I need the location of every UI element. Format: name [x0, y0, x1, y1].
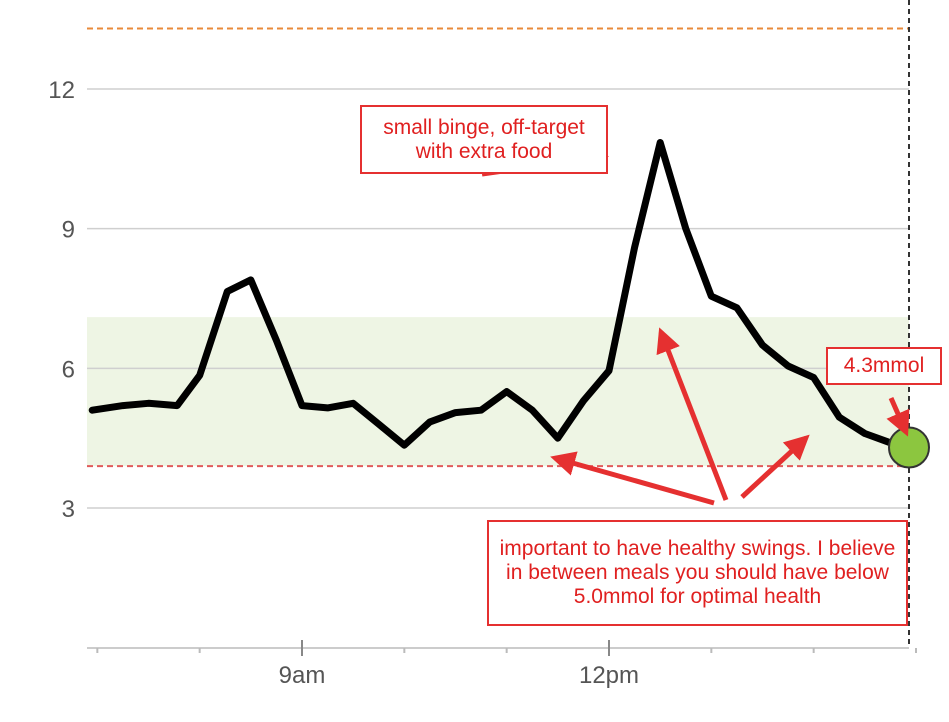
arrow-swing-low	[550, 451, 715, 506]
arrow-current	[886, 396, 910, 437]
y-tick-label: 3	[62, 496, 75, 523]
current-value-marker	[888, 426, 930, 469]
y-tick-label: 6	[62, 356, 75, 383]
annotation-swings: important to have healthy swings. I beli…	[487, 520, 908, 626]
arrow-swing-end	[740, 434, 810, 499]
x-tick-label: 9am	[279, 662, 326, 689]
glucose-series-line	[88, 139, 920, 449]
target-range-band	[87, 317, 909, 467]
annotation-binge: small binge, off-target with extra food	[360, 105, 608, 174]
y-tick-labels: 3 6 9 12	[48, 77, 75, 523]
y-tick-label: 9	[62, 217, 75, 244]
x-tick-labels: 9am 12pm	[279, 640, 639, 689]
arrow-swing-band	[656, 327, 729, 501]
annotation-current-value: 4.3mmol	[826, 347, 942, 385]
grid-lines	[87, 88, 909, 509]
x-tick-label: 12pm	[579, 662, 639, 689]
y-tick-label: 12	[48, 77, 75, 104]
